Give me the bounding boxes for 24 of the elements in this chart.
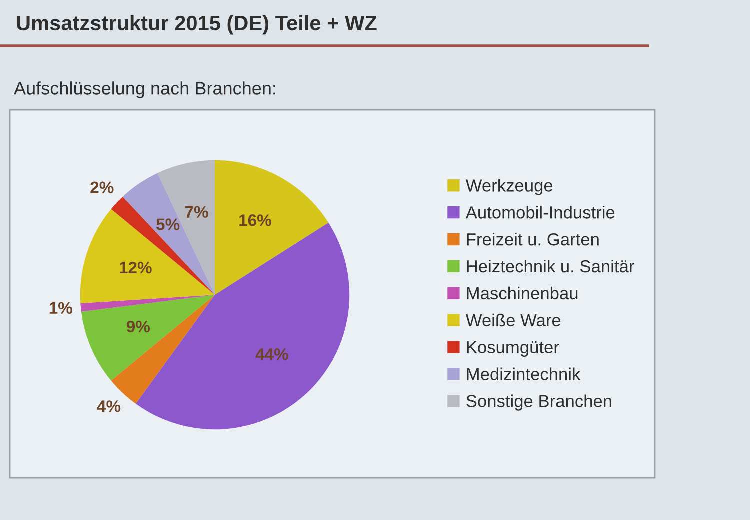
legend-label: Freizeit u. Garten — [467, 233, 599, 246]
pie-slice — [111, 196, 215, 295]
pie-slice — [80, 295, 215, 312]
legend-label: Automobil-Industrie — [466, 206, 615, 219]
data-label: 9% — [126, 320, 150, 333]
data-label: 7% — [185, 206, 208, 218]
data-label: 4% — [97, 400, 121, 412]
legend-label: Medizintechnik — [467, 368, 581, 381]
legend-label: Weiße Ware — [466, 314, 561, 327]
data-label: 44% — [256, 348, 288, 360]
legend-label: Kosumgüter — [467, 341, 560, 357]
pie-slice — [158, 160, 215, 295]
chart-title: Umsatzstruktur 2015 (DE) Teile + WZ — [17, 15, 377, 35]
pie-slice — [81, 295, 215, 381]
chart-subtitle: Aufschlüsselung nach Branchen: — [14, 82, 276, 98]
data-label: 16% — [240, 214, 272, 226]
legend-label: Heiztechnik u. Sanitär — [467, 260, 634, 273]
data-label: 2% — [90, 182, 114, 194]
data-label: 1% — [50, 302, 72, 314]
data-label: 12% — [120, 262, 152, 274]
data-label: 5% — [156, 218, 180, 230]
legend-label: Sonstige Branchen — [466, 394, 612, 411]
legend-label: Maschinenbau — [467, 286, 578, 300]
legend-label: Werkzeuge — [466, 179, 553, 196]
